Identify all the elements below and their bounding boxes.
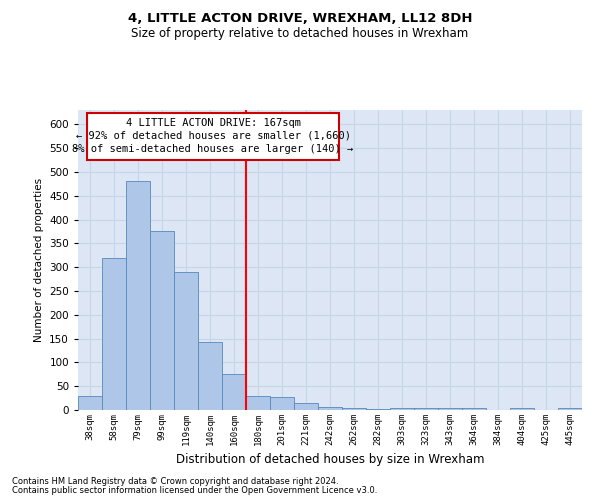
Bar	[462, 408, 486, 410]
Bar	[318, 406, 342, 410]
Text: 8% of semi-detached houses are larger (140) →: 8% of semi-detached houses are larger (1…	[73, 144, 353, 154]
Bar	[294, 403, 318, 410]
Text: 4 LITTLE ACTON DRIVE: 167sqm: 4 LITTLE ACTON DRIVE: 167sqm	[125, 118, 301, 128]
Bar	[174, 272, 198, 410]
Text: 4, LITTLE ACTON DRIVE, WREXHAM, LL12 8DH: 4, LITTLE ACTON DRIVE, WREXHAM, LL12 8DH	[128, 12, 472, 26]
Bar	[198, 342, 222, 410]
Bar	[366, 408, 390, 410]
Bar	[246, 396, 270, 410]
Bar	[510, 408, 534, 410]
Bar	[438, 408, 462, 410]
Text: Contains HM Land Registry data © Crown copyright and database right 2024.: Contains HM Land Registry data © Crown c…	[12, 477, 338, 486]
Text: Contains public sector information licensed under the Open Government Licence v3: Contains public sector information licen…	[12, 486, 377, 495]
Bar	[558, 408, 582, 410]
Bar	[150, 232, 174, 410]
Bar	[222, 374, 246, 410]
Text: Size of property relative to detached houses in Wrexham: Size of property relative to detached ho…	[131, 28, 469, 40]
Text: ← 92% of detached houses are smaller (1,660): ← 92% of detached houses are smaller (1,…	[76, 131, 350, 141]
Bar	[270, 397, 294, 410]
Bar	[102, 258, 126, 410]
Y-axis label: Number of detached properties: Number of detached properties	[34, 178, 44, 342]
X-axis label: Distribution of detached houses by size in Wrexham: Distribution of detached houses by size …	[176, 454, 484, 466]
Bar	[78, 396, 102, 410]
Bar	[126, 182, 150, 410]
Bar	[342, 408, 366, 410]
Bar	[390, 408, 414, 410]
Bar	[414, 408, 438, 410]
